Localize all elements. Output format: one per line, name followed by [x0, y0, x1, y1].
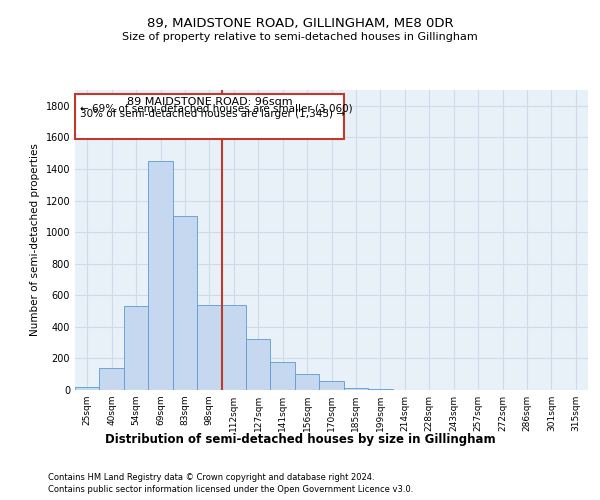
- Bar: [221, 304, 246, 390]
- Text: 89 MAIDSTONE ROAD: 96sqm: 89 MAIDSTONE ROAD: 96sqm: [127, 97, 292, 107]
- Bar: [319, 382, 344, 390]
- Bar: [271, 362, 295, 390]
- Y-axis label: Number of semi-detached properties: Number of semi-detached properties: [30, 144, 40, 336]
- Bar: [124, 306, 148, 390]
- Bar: [344, 388, 368, 390]
- Bar: [173, 216, 197, 390]
- Bar: [148, 161, 173, 390]
- Text: Contains HM Land Registry data © Crown copyright and database right 2024.: Contains HM Land Registry data © Crown c…: [48, 472, 374, 482]
- Text: Contains public sector information licensed under the Open Government Licence v3: Contains public sector information licen…: [48, 485, 413, 494]
- Bar: [75, 94, 344, 139]
- Text: ← 69% of semi-detached houses are smaller (3,060): ← 69% of semi-detached houses are smalle…: [80, 104, 353, 114]
- Bar: [197, 304, 221, 390]
- Text: 30% of semi-detached houses are larger (1,345) →: 30% of semi-detached houses are larger (…: [80, 110, 345, 120]
- Bar: [75, 386, 100, 390]
- Bar: [100, 368, 124, 390]
- Text: Distribution of semi-detached houses by size in Gillingham: Distribution of semi-detached houses by …: [104, 432, 496, 446]
- Bar: [295, 374, 319, 390]
- Bar: [368, 389, 392, 390]
- Text: Size of property relative to semi-detached houses in Gillingham: Size of property relative to semi-detach…: [122, 32, 478, 42]
- Bar: [246, 338, 271, 390]
- Text: 89, MAIDSTONE ROAD, GILLINGHAM, ME8 0DR: 89, MAIDSTONE ROAD, GILLINGHAM, ME8 0DR: [146, 18, 454, 30]
